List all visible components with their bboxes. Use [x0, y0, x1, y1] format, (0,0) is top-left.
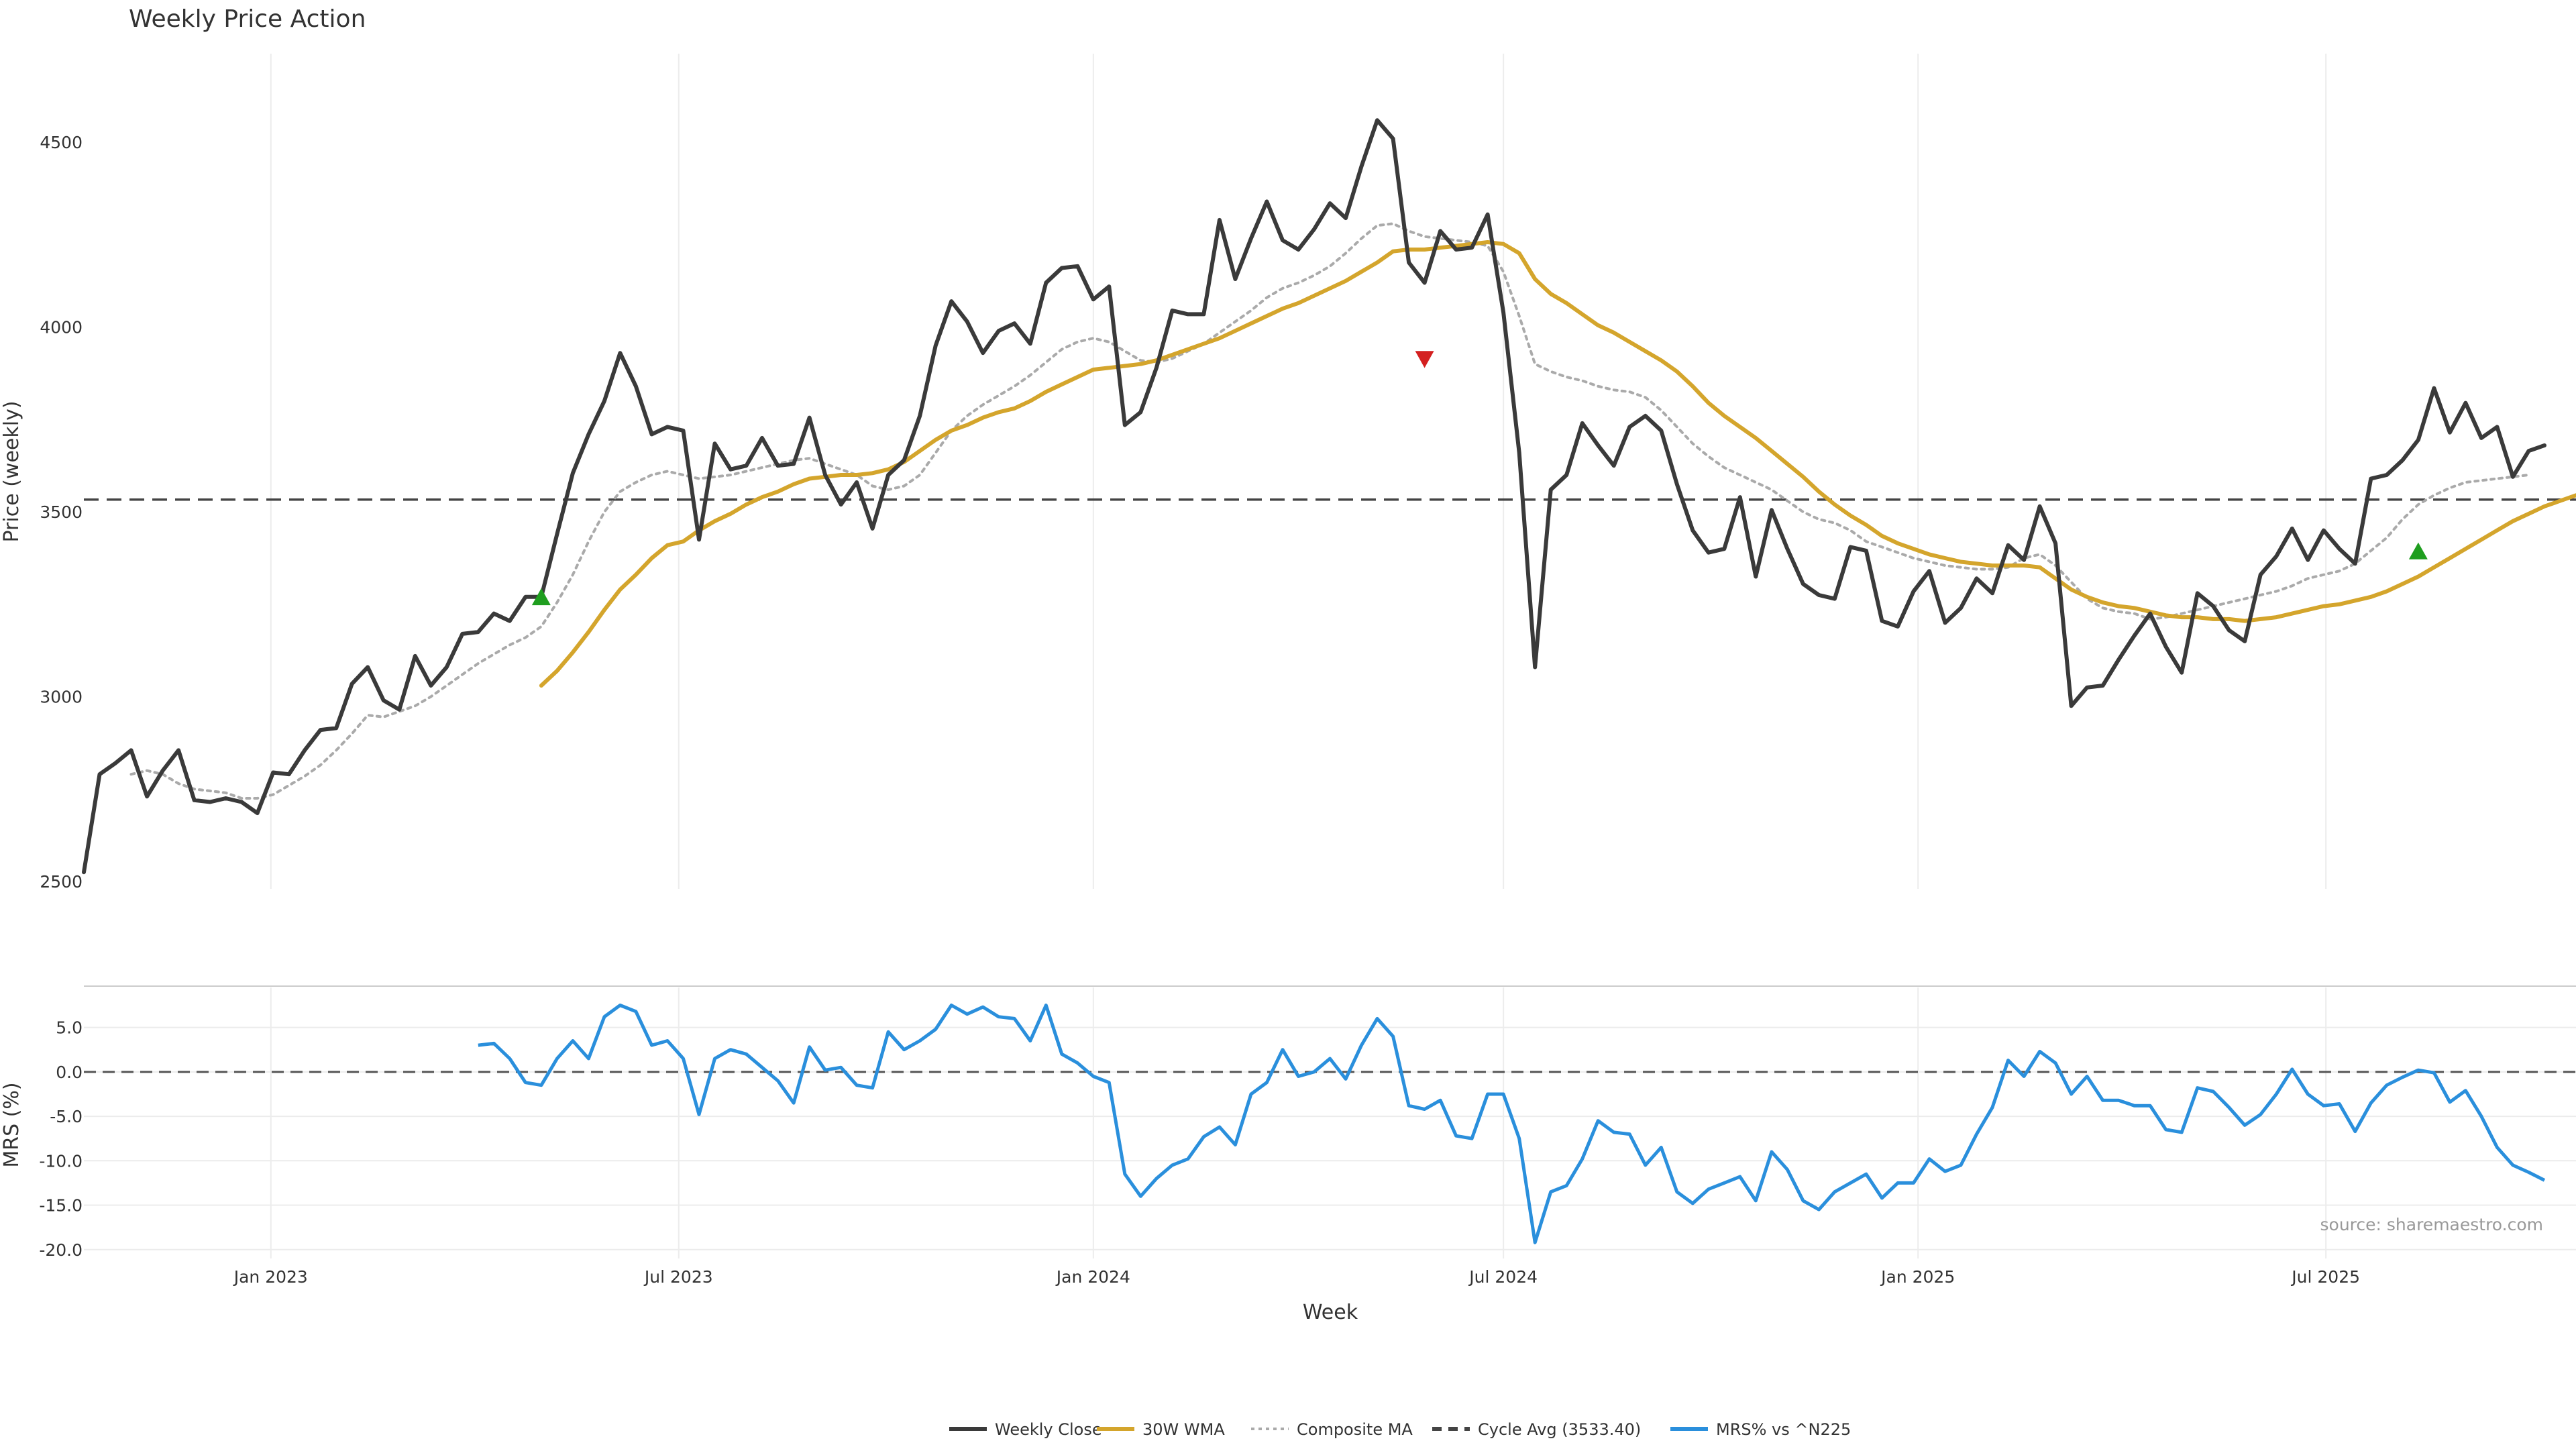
- mrs-y-tick-label: -20.0: [39, 1240, 83, 1260]
- legend-item: Cycle Avg (3533.40): [1432, 1420, 1641, 1439]
- price-grid: [270, 54, 2327, 889]
- x-tick-label: Jan 2023: [233, 1267, 308, 1287]
- signal-markers: [531, 351, 2428, 606]
- legend-label: 30W WMA: [1142, 1420, 1225, 1439]
- mrs-y-ticks: -20.0 -15.0 -10.0 -5.0 0.0 5.0: [39, 1018, 83, 1260]
- source-annotation: source: sharemaestro.com: [2320, 1215, 2544, 1234]
- buy-signal-marker: [531, 588, 551, 606]
- mrs-y-tick-label: -10.0: [39, 1151, 83, 1171]
- mrs-y-tick-label: -5.0: [50, 1107, 83, 1126]
- mrs-y-axis-label: MRS (%): [0, 1082, 23, 1167]
- x-axis-label: Week: [1303, 1301, 1358, 1324]
- x-tick-label: Jul 2024: [1468, 1267, 1538, 1287]
- mrs-series-group: [84, 1004, 2576, 1244]
- price-y-axis-label: Price (weekly): [0, 400, 23, 542]
- x-tick-label: Jan 2024: [1055, 1267, 1130, 1287]
- mrs-line: [478, 1004, 2546, 1244]
- legend-label: MRS% vs ^N225: [1716, 1420, 1851, 1439]
- mrs-y-tick-label: 5.0: [56, 1018, 83, 1038]
- price-y-tick-label: 2500: [40, 872, 83, 892]
- sell-signal-marker: [1415, 351, 1434, 368]
- legend-label: Cycle Avg (3533.40): [1478, 1420, 1641, 1439]
- buy-signal-marker: [2408, 542, 2428, 559]
- legend-item: MRS% vs ^N225: [1670, 1420, 1851, 1439]
- x-tick-label: Jan 2025: [1880, 1267, 1955, 1287]
- legend: Weekly Close 30W WMA Composite MA Cycle Avg…: [949, 1420, 1851, 1439]
- composite-ma-line: [129, 222, 2530, 800]
- legend-label: Composite MA: [1297, 1420, 1413, 1439]
- legend-item: Weekly Close: [949, 1420, 1102, 1439]
- weekly-close-line: [82, 118, 2546, 875]
- mrs-panel: -20.0 -15.0 -10.0 -5.0 0.0 5.0 MRS (%) Jan 20…: [0, 985, 2576, 1324]
- price-panel: Weekly Price Action 2500 3000 3500 4000 4500…: [0, 5, 2576, 892]
- legend-item: Composite MA: [1251, 1420, 1413, 1439]
- price-y-tick-label: 3500: [40, 502, 83, 522]
- x-tick-labels: Jan 2023 Jul 2023 Jan 2024 Jul 2024 Jan 2025…: [233, 1267, 2360, 1287]
- price-y-tick-label: 4500: [40, 133, 83, 152]
- mrs-y-tick-label: 0.0: [56, 1063, 83, 1082]
- chart-title: Weekly Price Action: [129, 5, 366, 33]
- x-tick-label: Jul 2025: [2290, 1267, 2360, 1287]
- mrs-y-tick-label: -15.0: [39, 1196, 83, 1216]
- legend-item: 30W WMA: [1097, 1420, 1225, 1439]
- x-tick-label: Jul 2023: [643, 1267, 713, 1287]
- price-y-ticks: 2500 3000 3500 4000 4500: [40, 133, 83, 892]
- price-series-group: [82, 118, 2576, 875]
- mrs-grid: [84, 987, 2576, 1258]
- legend-label: Weekly Close: [995, 1420, 1102, 1439]
- price-y-tick-label: 3000: [40, 688, 83, 707]
- wma-30w-line: [539, 240, 2576, 688]
- price-y-tick-label: 4000: [40, 318, 83, 337]
